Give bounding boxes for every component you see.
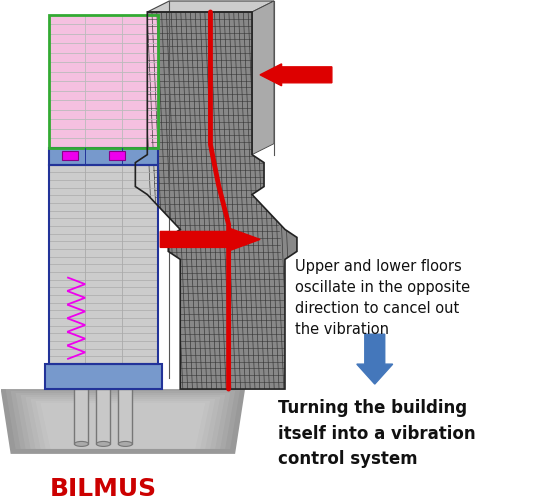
Bar: [45, 364, 162, 389]
Bar: [96, 389, 111, 444]
Bar: [118, 389, 133, 444]
FancyArrow shape: [260, 64, 332, 86]
Polygon shape: [36, 401, 210, 449]
Ellipse shape: [118, 442, 133, 447]
Bar: [48, 15, 158, 148]
Text: Upper and lower floors
oscillate in the opposite
direction to cancel out
the vib: Upper and lower floors oscillate in the …: [295, 260, 470, 337]
Bar: [48, 165, 158, 364]
Polygon shape: [31, 399, 215, 449]
Polygon shape: [10, 391, 235, 449]
Polygon shape: [15, 393, 230, 449]
Ellipse shape: [96, 442, 111, 447]
FancyArrow shape: [160, 228, 260, 250]
Polygon shape: [26, 397, 220, 449]
Bar: [74, 389, 89, 444]
Polygon shape: [252, 1, 274, 155]
Text: Turning the building
itself into a vibration
control system: Turning the building itself into a vibra…: [278, 399, 476, 468]
Bar: [48, 15, 158, 148]
Bar: [62, 151, 78, 160]
Polygon shape: [20, 395, 225, 449]
Polygon shape: [41, 403, 205, 449]
Bar: [48, 148, 158, 165]
Bar: [48, 165, 158, 364]
Polygon shape: [147, 1, 274, 12]
Text: BILMUS: BILMUS: [50, 477, 157, 501]
Polygon shape: [1, 389, 245, 454]
Ellipse shape: [74, 442, 89, 447]
Polygon shape: [135, 12, 297, 389]
FancyArrow shape: [357, 334, 393, 384]
Bar: [109, 151, 125, 160]
Polygon shape: [6, 389, 240, 449]
